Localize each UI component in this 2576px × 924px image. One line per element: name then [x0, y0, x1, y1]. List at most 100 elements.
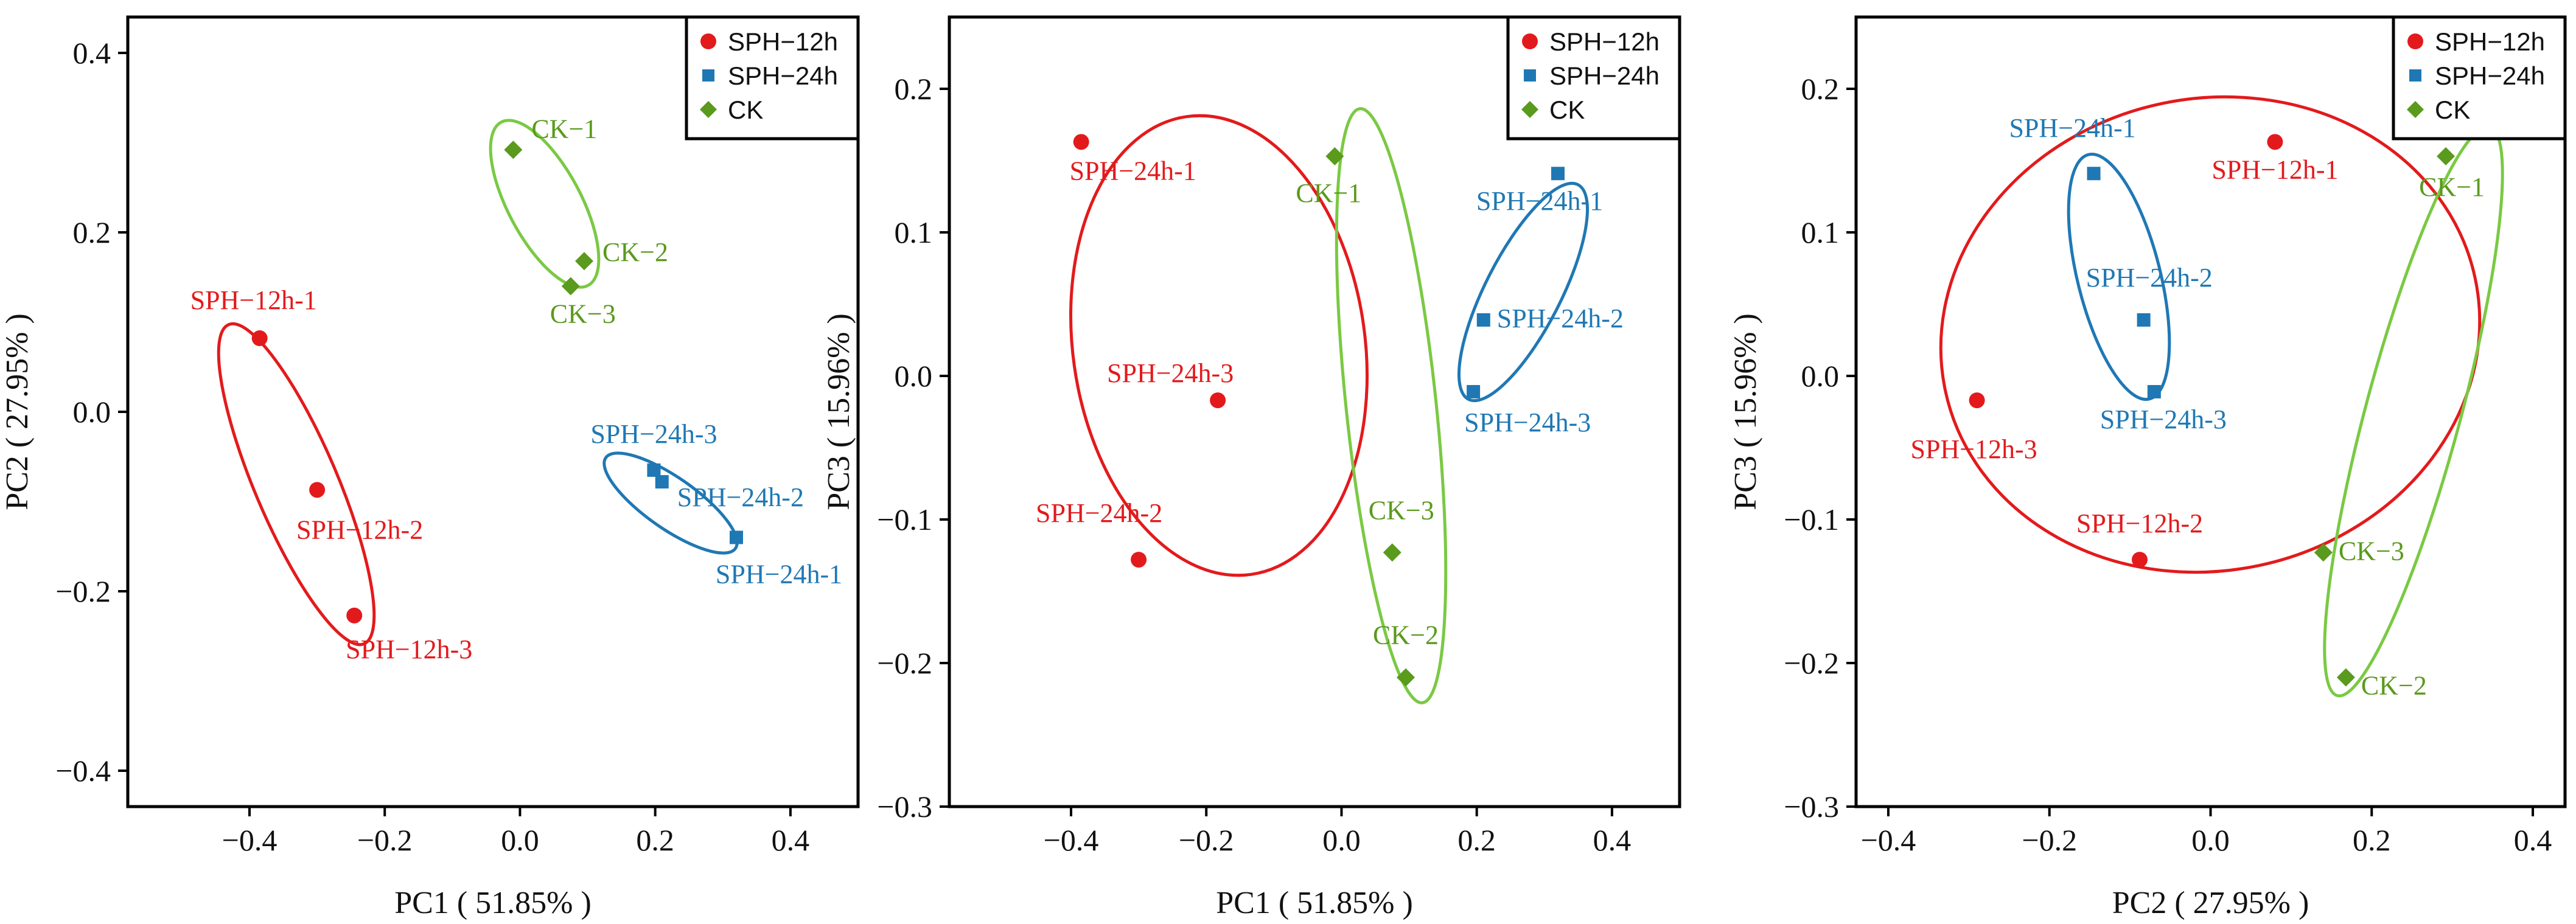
y-tick-label: 0.0	[895, 359, 933, 393]
point-label: CK−2	[602, 237, 668, 267]
point-label: SPH−24h-1	[716, 560, 842, 589]
y-tick-label: −0.2	[877, 646, 932, 680]
legend-marker	[1524, 69, 1536, 82]
legend-entry: CK	[1549, 96, 1585, 124]
y-tick-label: 0.0	[1801, 359, 1840, 393]
legend-marker	[700, 33, 716, 49]
point-label: SPH−24h-1	[1070, 156, 1196, 186]
legend-entry: SPH−12h	[728, 27, 838, 56]
group-ellipse	[1939, 95, 2482, 574]
x-tick-label: 0.2	[636, 823, 674, 857]
legend-entry: CK	[728, 96, 763, 124]
point-label: SPH−24h-3	[1464, 408, 1591, 437]
data-point	[655, 475, 669, 489]
data-point	[504, 141, 523, 159]
point-label: SPH−12h-3	[346, 634, 472, 664]
point-label: SPH−24h-2	[1036, 498, 1162, 528]
x-tick-label: 0.4	[1593, 823, 1632, 857]
data-point	[251, 330, 268, 347]
y-tick-label: −0.3	[877, 790, 932, 824]
data-point	[1551, 167, 1565, 181]
legend-entry: SPH−24h	[1549, 61, 1660, 90]
point-label: CK−3	[2339, 536, 2404, 566]
x-tick-label: 0.0	[2191, 823, 2230, 857]
point-label: CK−2	[2361, 671, 2427, 701]
point-label: SPH−12h-1	[190, 285, 317, 315]
point-label: SPH−24h-2	[1497, 304, 1624, 333]
legend-marker	[700, 101, 717, 118]
point-label: SPH−24h-1	[2009, 113, 2135, 143]
y-tick-label: 0.4	[73, 36, 111, 70]
legend: SPH−12h SPH−24h CK	[685, 15, 860, 141]
legend-entry: SPH−12h	[2435, 27, 2545, 56]
legend-entry: CK	[2435, 96, 2470, 124]
point-label: SPH−24h-3	[2100, 405, 2227, 434]
plot-frame	[948, 15, 1681, 808]
point-label: SPH−24h-1	[1476, 186, 1603, 216]
data-point	[1210, 392, 1226, 409]
legend-entry: SPH−24h	[2435, 61, 2545, 90]
y-axis-label: PC2 ( 27.95% )	[0, 313, 35, 510]
point-label: SPH−24h-2	[677, 482, 804, 512]
pca-panel-2: −0.4 −0.2 0.0 0.2 0.4 −0.3 −0.2 −0.1 0.0 0.1 0.2 PC…	[822, 15, 1681, 920]
data-point	[2267, 134, 2283, 150]
data-point	[2147, 384, 2161, 398]
legend-marker	[2409, 69, 2421, 82]
group-ellipse	[1069, 114, 1369, 577]
legend-box	[685, 15, 860, 141]
data-point	[1131, 552, 1147, 568]
x-axis-label: PC2 ( 27.95% )	[2112, 886, 2309, 920]
data-point	[346, 607, 363, 624]
y-axis-label: PC3 ( 15.96% )	[822, 313, 856, 510]
y-tick-label: −0.4	[55, 754, 111, 788]
data-point	[1397, 668, 1415, 687]
group-ellipse	[2323, 125, 2504, 698]
y-tick-label: −0.2	[1784, 646, 1839, 680]
x-tick-label: −0.2	[2022, 823, 2077, 857]
x-tick-label: −0.4	[222, 823, 277, 857]
y-tick-label: 0.0	[73, 395, 111, 429]
x-tick-label: 0.0	[1322, 823, 1361, 857]
data-point	[1476, 313, 1490, 327]
y-tick-label: 0.1	[1801, 215, 1840, 249]
data-point	[2087, 167, 2101, 181]
data-point	[575, 252, 593, 271]
data-point	[2314, 543, 2333, 562]
x-tick-label: 0.2	[1457, 823, 1496, 857]
x-tick-label: 0.0	[501, 823, 539, 857]
legend: SPH−12h SPH−24h CK	[2392, 15, 2567, 141]
y-tick-label: 0.2	[895, 72, 933, 106]
x-axis-label: PC1 ( 51.85% )	[1216, 886, 1413, 920]
data-point	[1467, 384, 1481, 398]
group-ellipse	[2067, 152, 2171, 401]
y-axis-label: PC3 ( 15.96% )	[1728, 313, 1763, 510]
legend-marker	[2407, 33, 2423, 49]
data-point	[2437, 147, 2456, 165]
data-point	[647, 463, 661, 477]
data-point	[1969, 392, 1985, 409]
y-tick-label: −0.1	[877, 502, 932, 537]
point-label: CK−3	[1369, 495, 1434, 525]
data-point	[1073, 134, 1089, 150]
y-tick-label: −0.2	[55, 574, 111, 608]
x-tick-label: −0.2	[1179, 823, 1234, 857]
point-label: CK−1	[531, 114, 597, 144]
legend-entry: SPH−12h	[1549, 27, 1660, 56]
x-tick-label: 0.4	[772, 823, 810, 857]
x-axis-label: PC1 ( 51.85% )	[394, 886, 592, 920]
x-tick-label: 0.4	[2514, 823, 2552, 857]
group-ellipse	[602, 451, 739, 555]
data-point	[561, 277, 580, 296]
pca-panel-1: −0.4 −0.2 0.0 0.2 0.4 −0.4 −0.2 0.0 0.2 0.4 PC1 ( …	[0, 15, 860, 920]
legend-marker	[1522, 33, 1538, 49]
group-ellipse	[1335, 107, 1448, 704]
legend-marker	[702, 69, 714, 82]
data-point	[2336, 668, 2355, 687]
y-tick-label: −0.3	[1784, 790, 1839, 824]
x-tick-label: −0.4	[1044, 823, 1099, 857]
group-ellipse	[489, 119, 601, 289]
point-label: CK−3	[550, 299, 616, 329]
x-tick-label: −0.2	[357, 823, 413, 857]
legend-marker	[2407, 101, 2424, 118]
